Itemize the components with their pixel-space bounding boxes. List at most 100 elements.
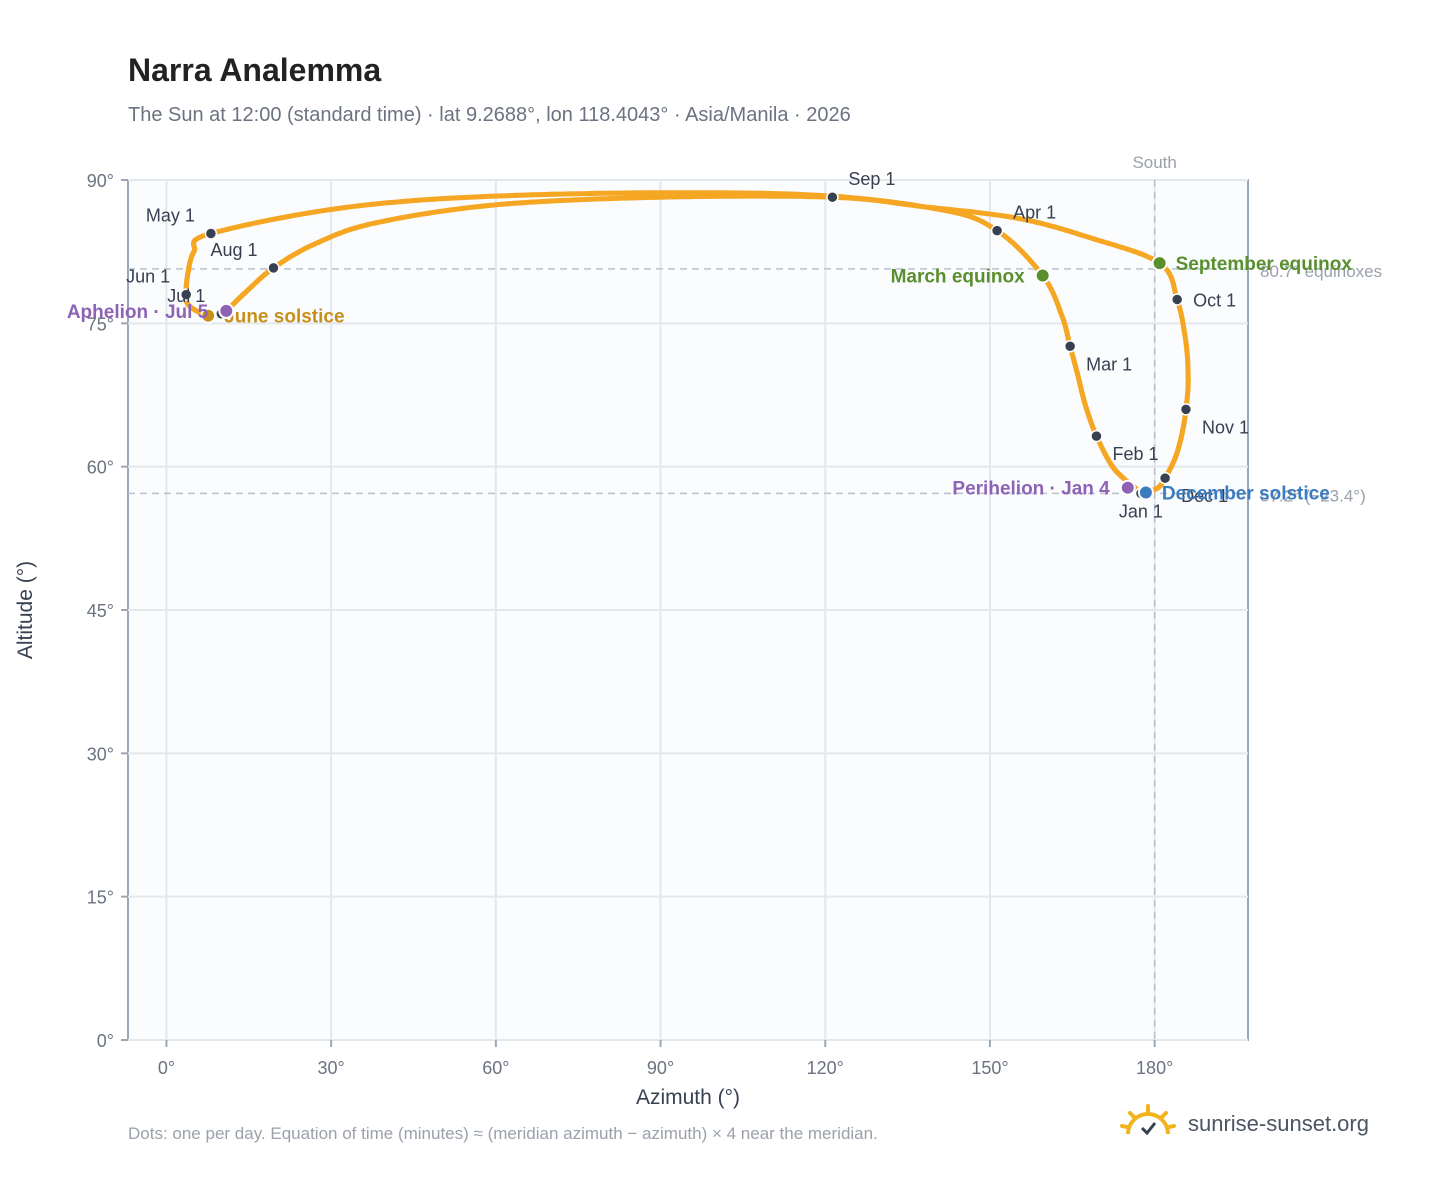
daily-dot [963,212,969,218]
daily-dot [548,191,554,197]
month-marker-label: Jul 1 [167,286,205,306]
daily-dot [907,202,913,208]
daily-dot [717,193,723,199]
daily-dot [531,199,537,205]
daily-dot [447,207,453,213]
daily-dot [332,232,338,238]
month-marker-label: Nov 1 [1202,417,1249,437]
month-marker [826,190,839,204]
event-marker [1137,484,1154,501]
daily-dot [811,192,817,198]
daily-dot [1137,250,1143,257]
daily-dot [365,222,371,228]
daily-dot [1007,214,1014,220]
chart-subtitle: The Sun at 12:00 (standard time) · lat 9… [128,104,851,126]
y-tick-label: 45° [87,601,114,621]
daily-dot [312,209,319,215]
daily-dot [258,219,264,225]
daily-dot [1111,242,1117,248]
daily-dot [763,193,769,199]
month-marker-label: Feb 1 [1112,444,1158,464]
y-tick-label: 90° [87,171,114,191]
daily-dot [914,203,920,209]
daily-dot [1125,246,1131,252]
daily-dot [246,221,252,227]
daily-dot [1003,234,1009,240]
daily-dot [652,190,658,196]
event-label: Perihelion · Jan 4 [952,479,1110,500]
x-axis-label: Azimuth (°) [636,1086,740,1109]
daily-dot [929,205,935,211]
daily-dot [224,226,230,232]
month-marker [267,261,280,275]
daily-dot [887,199,893,205]
daily-dot [853,195,859,201]
daily-dot [849,195,855,201]
daily-dot [733,193,739,199]
event-markers: March equinox September equinox June solst… [67,254,1353,504]
daily-dot [1086,234,1092,240]
daily-dot [893,200,900,206]
daily-dot [1068,229,1075,235]
daily-dot [358,223,364,229]
reference-lines: South 80.7° equinoxes 57.2° (−23.4°) [128,153,1382,1040]
event-marker [1034,267,1051,284]
daily-dot [674,190,681,196]
month-marker [1063,340,1077,353]
daily-dot [921,204,927,210]
axis-ticks: 0° 30° 60° 90° 120° 150° 180° 0° 15° 30° 45° 60° 75°… [87,171,1174,1078]
month-marker [1170,293,1184,306]
daily-dot [1021,216,1027,223]
daily-dot [544,198,550,204]
month-marker-label: Sep 1 [848,169,895,189]
daily-dot [672,194,678,200]
daily-dot [352,225,358,231]
daily-dot [792,193,798,199]
daily-dot [968,214,974,220]
event-label: September equinox [1176,254,1353,275]
daily-dot [900,201,906,207]
daily-dot [303,245,310,251]
event-label: December solstice [1162,483,1330,504]
x-tick-label: 150° [971,1058,1008,1078]
daily-dot [572,197,578,203]
daily-dot [530,192,536,198]
daily-dot [1023,253,1029,259]
daily-dot [1019,249,1025,255]
daily-dot [977,210,983,216]
daily-dot [1051,224,1058,230]
y-tick-label: 75° [87,314,114,334]
month-marker [1090,429,1103,443]
daily-dot [372,220,378,226]
daily-dot [759,190,765,196]
daily-dot [1105,240,1111,246]
event-marker [1151,255,1168,272]
brand-logo[interactable]: sunrise-sunset.org [1120,1103,1369,1144]
daily-dot [430,196,436,202]
daily-dot [1027,257,1033,263]
daily-dot [1030,261,1036,267]
daily-dot [1074,231,1080,237]
x-tick-label: 60° [482,1058,509,1078]
daily-dot [1028,218,1034,224]
daily-dot [458,206,464,212]
daily-dot [316,239,322,245]
month-marker-label: Aug 1 [210,240,257,260]
south-label: South [1132,153,1176,172]
daily-dot [805,194,811,200]
daily-dot [328,234,334,240]
month-marker-label: May 1 [146,206,195,226]
daily-dot [937,205,943,212]
daily-dot [337,230,343,236]
daily-dot [567,191,573,197]
daily-dot [518,200,524,206]
daily-dot [298,211,304,217]
daily-dot [414,197,420,203]
daily-dot [1000,213,1006,219]
daily-dot [600,196,607,202]
daily-dot [696,190,703,196]
month-marker [990,224,1004,237]
daily-dot [961,208,967,214]
